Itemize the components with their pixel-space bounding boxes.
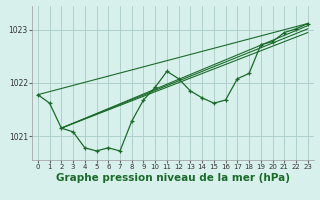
X-axis label: Graphe pression niveau de la mer (hPa): Graphe pression niveau de la mer (hPa) xyxy=(56,173,290,183)
